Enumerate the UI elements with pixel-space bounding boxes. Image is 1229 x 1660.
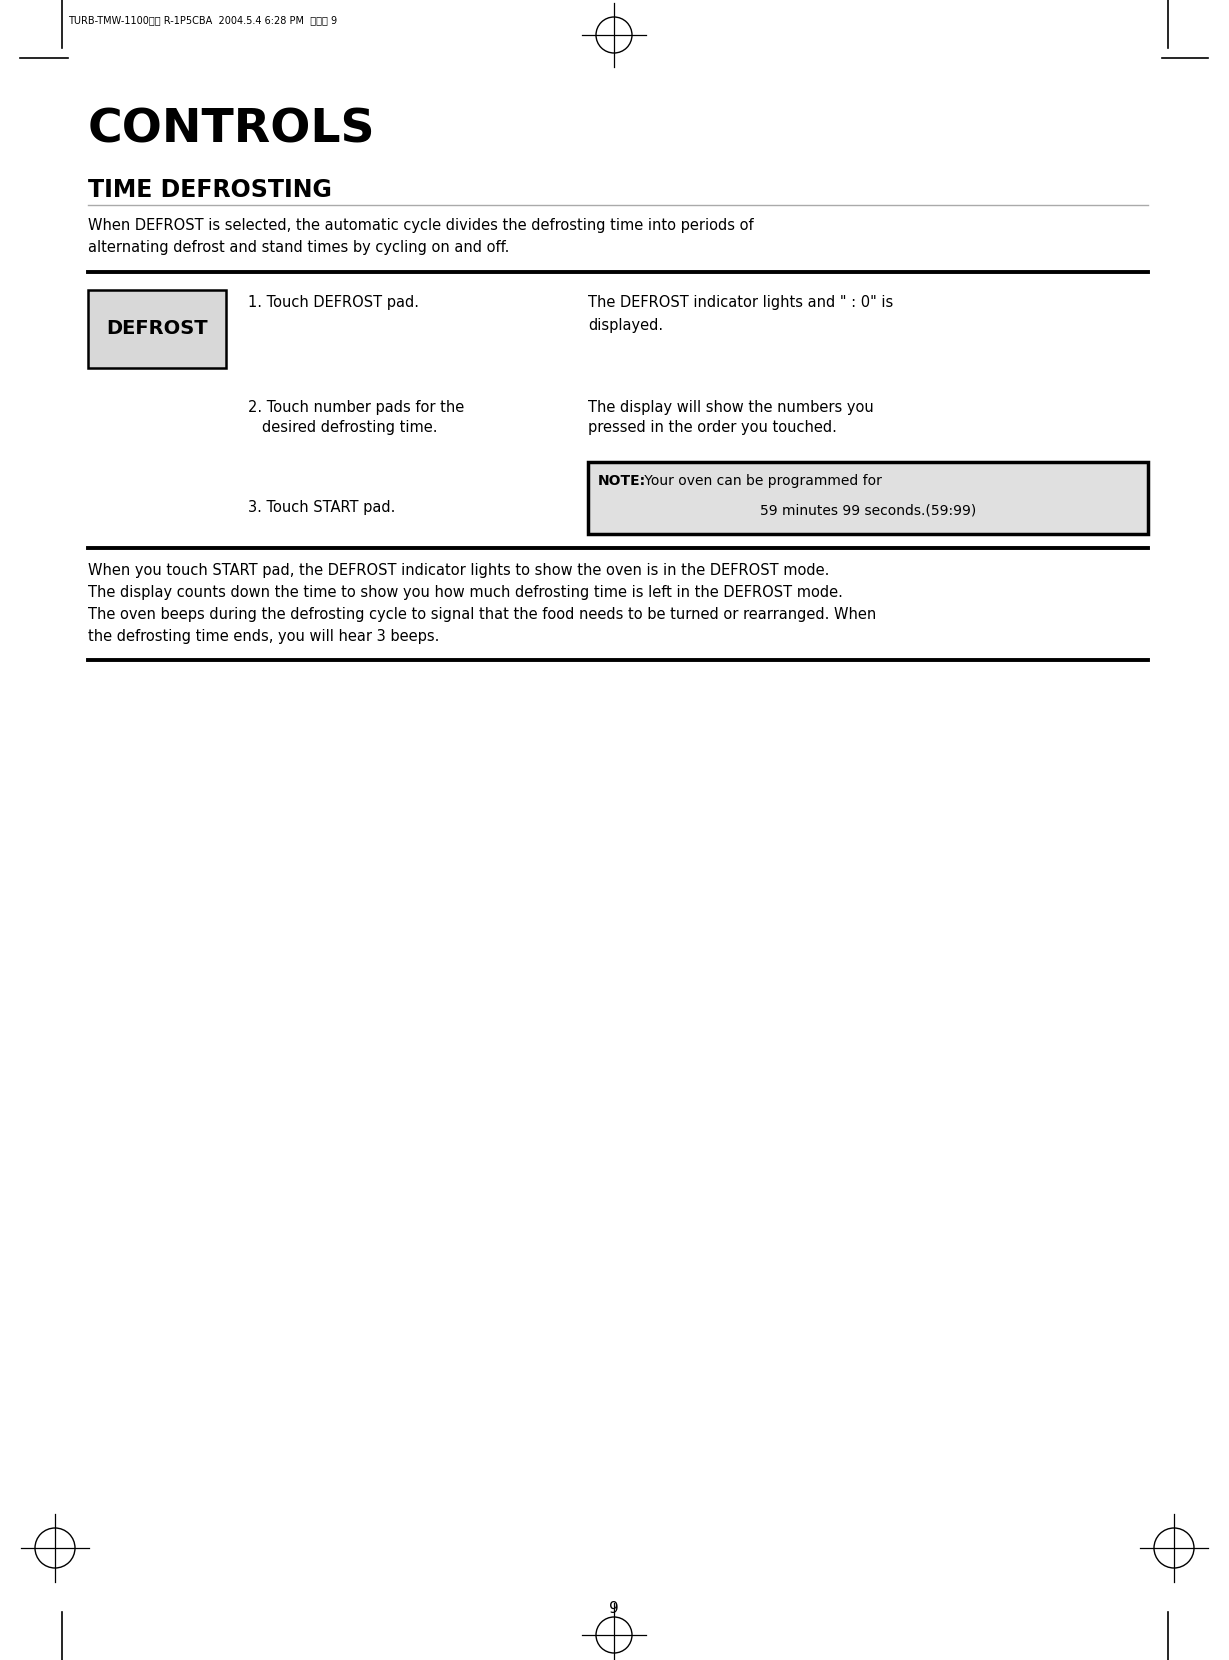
Text: pressed in the order you touched.: pressed in the order you touched.: [587, 420, 837, 435]
Text: TURB-TMW-1100나용 R-1P5CBA  2004.5.4 6:28 PM  페이지 9: TURB-TMW-1100나용 R-1P5CBA 2004.5.4 6:28 P…: [68, 15, 337, 25]
Text: 9: 9: [610, 1600, 619, 1615]
Text: 3. Touch START pad.: 3. Touch START pad.: [248, 500, 396, 515]
Text: The oven beeps during the defrosting cycle to signal that the food needs to be t: The oven beeps during the defrosting cyc…: [88, 608, 876, 622]
Text: desired defrosting time.: desired defrosting time.: [262, 420, 438, 435]
Text: 2. Touch number pads for the: 2. Touch number pads for the: [248, 400, 465, 415]
Text: displayed.: displayed.: [587, 319, 664, 334]
Text: When you touch START pad, the DEFROST indicator lights to show the oven is in th: When you touch START pad, the DEFROST in…: [88, 563, 830, 578]
Text: TIME DEFROSTING: TIME DEFROSTING: [88, 178, 332, 203]
Text: The display counts down the time to show you how much defrosting time is left in: The display counts down the time to show…: [88, 584, 843, 599]
Bar: [587, 461, 1148, 535]
Text: Your oven can be programmed for: Your oven can be programmed for: [640, 475, 882, 488]
Text: 59 minutes 99 seconds.(59:99): 59 minutes 99 seconds.(59:99): [760, 505, 976, 518]
Text: NOTE:: NOTE:: [599, 475, 646, 488]
Text: the defrosting time ends, you will hear 3 beeps.: the defrosting time ends, you will hear …: [88, 629, 440, 644]
Text: CONTROLS: CONTROLS: [88, 108, 376, 153]
Text: The display will show the numbers you: The display will show the numbers you: [587, 400, 874, 415]
Text: 1. Touch DEFROST pad.: 1. Touch DEFROST pad.: [248, 295, 419, 310]
Text: DEFROST: DEFROST: [106, 319, 208, 339]
Text: When DEFROST is selected, the automatic cycle divides the defrosting time into p: When DEFROST is selected, the automatic …: [88, 217, 753, 254]
Text: The DEFROST indicator lights and " : 0" is: The DEFROST indicator lights and " : 0" …: [587, 295, 893, 310]
Bar: [88, 290, 226, 369]
